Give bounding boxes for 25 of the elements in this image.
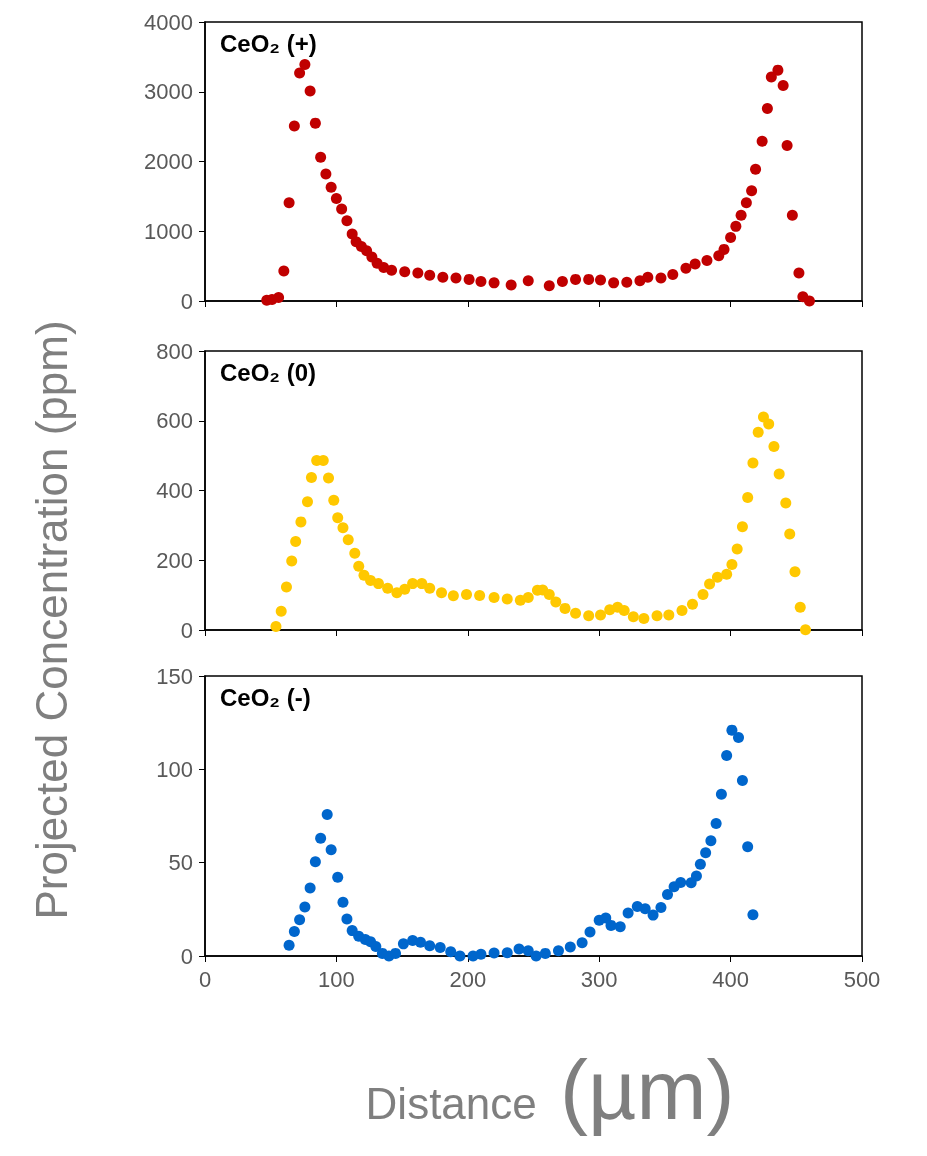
x-tick-label: 400 (712, 966, 749, 992)
y-tick-label: 100 (156, 756, 193, 782)
y-tick-label: 1000 (144, 218, 193, 244)
x-tick-label: 0 (198, 966, 212, 992)
y-tick-label: 0 (180, 617, 193, 643)
y-tick-label: 0 (180, 943, 193, 969)
chart-title: CeO₂ (+) (220, 29, 317, 57)
x-axis-title: Distance (µm) (365, 1041, 735, 1139)
y-tick-label: 800 (156, 338, 193, 364)
x-tick-label: 100 (318, 966, 355, 992)
y-tick-label: 2000 (144, 149, 193, 174)
y-tick-label: 600 (156, 408, 193, 434)
y-tick-label: 0 (180, 288, 193, 314)
y-tick-label: 150 (156, 663, 193, 689)
x-tick-label: 300 (580, 966, 618, 992)
y-axis-title: Projected Concentration (ppm) (27, 320, 77, 920)
x-tick-label: 200 (449, 966, 487, 992)
y-tick-label: 3000 (144, 79, 193, 105)
x-tick-label: 500 (843, 966, 881, 992)
chart-title: CeO₂ (0) (220, 358, 317, 386)
y-tick-label: 200 (156, 547, 193, 573)
chart-title: CeO₂ (-) (220, 683, 311, 711)
y-tick-label: 400 (156, 478, 193, 503)
y-tick-label: 4000 (144, 9, 193, 35)
y-tick-label: 50 (168, 850, 193, 876)
